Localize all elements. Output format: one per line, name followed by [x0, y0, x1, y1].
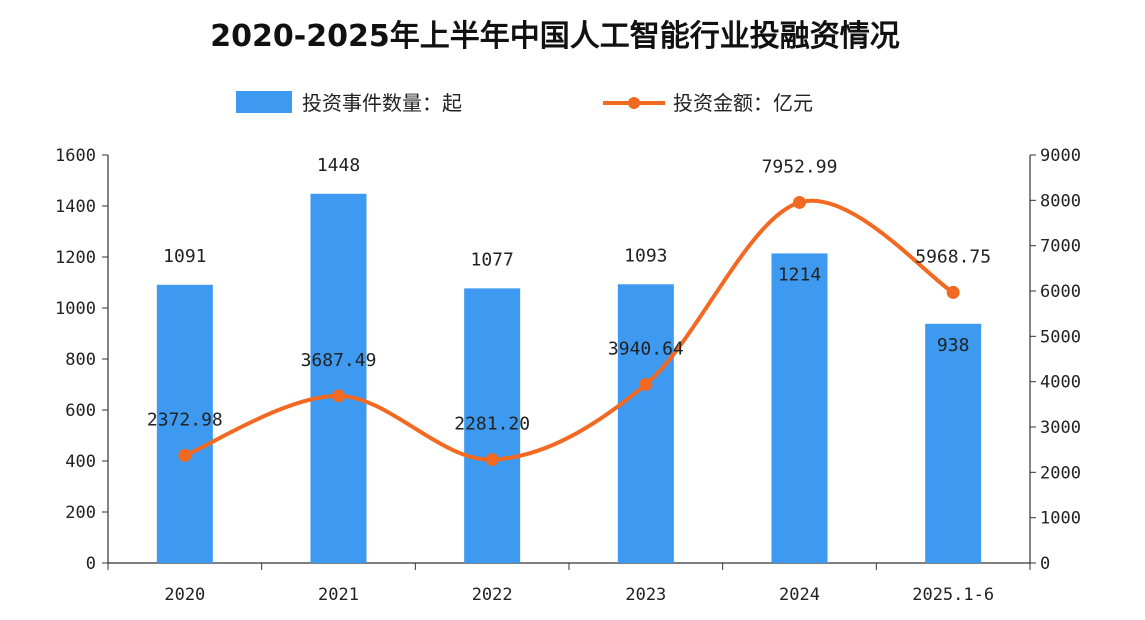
y-left-tick-label: 1200 [55, 248, 96, 268]
data-labels: 1091 1448 1077 1093 1214 938 2372.98 3687.49 228… [147, 155, 991, 435]
line-point [485, 453, 499, 467]
y-left-tick-label: 800 [65, 350, 96, 370]
line-value-label: 2372.98 [147, 409, 223, 430]
y-left-tick-label: 1000 [55, 299, 96, 319]
y-left-tick-label: 1400 [55, 197, 96, 217]
line-value-label: 7952.99 [762, 156, 838, 177]
legend-label-bar: 投资事件数量：起 [302, 91, 462, 115]
line-series [178, 195, 960, 467]
legend: 投资事件数量：起 投资金额：亿元 [236, 91, 813, 115]
chart-title: 2020-2025年上半年中国人工智能行业投融资情况 [210, 19, 899, 54]
y-right-tick-label: 0 [1040, 554, 1050, 574]
y-left-tick-label: 1600 [55, 146, 96, 166]
bar-value-label: 1093 [624, 245, 667, 266]
y-right-tick-label: 6000 [1040, 282, 1081, 302]
line-point [639, 377, 653, 391]
bar-value-label: 1214 [778, 264, 821, 285]
y-right-tick-label: 3000 [1040, 418, 1081, 438]
y-left-tick-label: 400 [65, 452, 96, 472]
x-tick-label: 2022 [472, 585, 513, 605]
y-right-tick-label: 9000 [1040, 146, 1081, 166]
y-right-tick-label: 5000 [1040, 327, 1081, 347]
x-tick-label: 2021 [318, 585, 359, 605]
x-tick-label: 2025.1-6 [912, 585, 994, 605]
bar-value-label: 1091 [163, 246, 206, 267]
bar [771, 253, 828, 563]
legend-swatch-marker [628, 97, 640, 109]
x-tick-label: 2024 [779, 585, 820, 605]
line-point [178, 448, 192, 462]
line-value-label: 5968.75 [915, 246, 991, 267]
bar [464, 288, 521, 563]
legend-swatch-bar [236, 91, 292, 113]
bar-value-label: 1077 [470, 249, 513, 270]
bars [156, 193, 982, 563]
line-value-label: 2281.20 [454, 414, 530, 435]
axes: 0 200 400 600 800 1000 1200 1400 1600 0 1000 2000 30… [55, 146, 1081, 605]
x-tick-label: 2023 [625, 585, 666, 605]
y-right-tick-label: 4000 [1040, 373, 1081, 393]
bar [617, 284, 674, 563]
legend-label-line: 投资金额：亿元 [673, 91, 813, 115]
y-right-tick-label: 7000 [1040, 237, 1081, 257]
bar-value-label: 938 [937, 335, 970, 356]
bar [925, 323, 982, 563]
y-right-tick-label: 1000 [1040, 509, 1081, 529]
y-left-tick-label: 0 [86, 554, 96, 574]
x-tick-label: 2020 [164, 585, 205, 605]
amount-line [184, 198, 955, 462]
line-point [332, 389, 345, 403]
bar [310, 193, 367, 563]
y-right-tick-label: 2000 [1040, 463, 1081, 483]
bar-value-label: 1448 [317, 155, 360, 176]
bar [156, 284, 213, 563]
y-left-tick-label: 200 [65, 503, 96, 523]
line-point [793, 195, 806, 209]
line-value-label: 3940.64 [608, 338, 684, 359]
line-value-label: 3687.49 [301, 350, 377, 371]
line-point [946, 285, 960, 299]
y-left-tick-label: 600 [65, 401, 96, 421]
y-right-tick-label: 8000 [1040, 191, 1081, 211]
